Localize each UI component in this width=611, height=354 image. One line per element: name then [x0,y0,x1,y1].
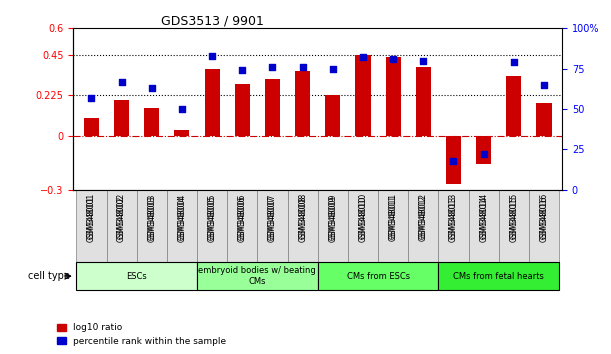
Text: CMs from fetal hearts: CMs from fetal hearts [453,272,544,281]
Point [87,95,97,101]
Text: embryoid bodies w/ beating
CMs: embryoid bodies w/ beating CMs [199,267,316,286]
Point [298,64,307,70]
FancyBboxPatch shape [288,189,318,262]
Text: GSM348008: GSM348008 [298,195,307,241]
FancyBboxPatch shape [439,189,469,262]
Text: GSM348001: GSM348001 [87,193,96,239]
Text: GSM348005: GSM348005 [208,195,217,242]
Point [448,158,458,163]
Text: GSM348007: GSM348007 [268,195,277,242]
Bar [446,136,461,184]
FancyBboxPatch shape [106,189,137,262]
Point [388,56,398,62]
Point [479,151,489,157]
Text: GSM348004: GSM348004 [177,195,186,242]
Bar [265,79,280,136]
Point [238,67,247,73]
Bar [235,84,250,136]
Text: GSM348010: GSM348010 [359,193,367,239]
Point [207,53,217,58]
Text: GSM348011: GSM348011 [389,193,398,239]
FancyBboxPatch shape [227,189,257,262]
Text: GSM348006: GSM348006 [238,195,247,242]
Text: GSM348003: GSM348003 [147,193,156,240]
Text: GSM348012: GSM348012 [419,193,428,239]
Bar [476,136,491,165]
Text: GSM348013: GSM348013 [449,193,458,239]
FancyBboxPatch shape [348,189,378,262]
FancyBboxPatch shape [378,189,408,262]
Bar [114,100,129,136]
FancyBboxPatch shape [197,189,227,262]
Text: GSM348004: GSM348004 [177,193,186,240]
Text: GSM348001: GSM348001 [87,195,96,241]
Bar [507,76,521,136]
Text: GSM348014: GSM348014 [479,195,488,241]
Text: GSM348009: GSM348009 [328,193,337,240]
FancyBboxPatch shape [499,189,529,262]
Text: GSM348009: GSM348009 [328,195,337,242]
FancyBboxPatch shape [137,189,167,262]
Text: ESCs: ESCs [126,272,147,281]
FancyBboxPatch shape [76,189,106,262]
Point [509,59,519,65]
Text: GDS3513 / 9901: GDS3513 / 9901 [161,14,264,27]
Point [328,66,338,72]
Bar [415,67,431,136]
Text: GSM348014: GSM348014 [479,193,488,239]
Text: GSM348010: GSM348010 [359,195,367,241]
Point [117,79,126,84]
Text: cell type: cell type [29,271,70,281]
Point [358,55,368,60]
Text: GSM348002: GSM348002 [117,195,126,241]
Text: GSM348015: GSM348015 [510,193,518,239]
Text: GSM348011: GSM348011 [389,195,398,241]
Text: GSM348006: GSM348006 [238,193,247,240]
Point [177,106,187,112]
Text: GSM348016: GSM348016 [540,195,549,241]
Bar [84,118,99,136]
Bar [205,69,220,136]
Bar [325,96,340,136]
Point [539,82,549,87]
Text: GSM348016: GSM348016 [540,193,549,239]
FancyBboxPatch shape [167,189,197,262]
Text: GSM348005: GSM348005 [208,193,217,240]
FancyBboxPatch shape [318,262,439,290]
Text: GSM348015: GSM348015 [510,195,518,241]
FancyBboxPatch shape [76,262,197,290]
Point [268,64,277,70]
Bar [295,71,310,136]
FancyBboxPatch shape [197,262,318,290]
Legend: log10 ratio, percentile rank within the sample: log10 ratio, percentile rank within the … [53,320,230,349]
Bar [536,103,552,136]
FancyBboxPatch shape [257,189,288,262]
Bar [144,108,159,136]
Bar [174,130,189,136]
FancyBboxPatch shape [318,189,348,262]
Text: CMs from ESCs: CMs from ESCs [346,272,409,281]
FancyBboxPatch shape [408,189,439,262]
Text: GSM348008: GSM348008 [298,193,307,239]
FancyBboxPatch shape [469,189,499,262]
Text: GSM348003: GSM348003 [147,195,156,242]
FancyBboxPatch shape [529,189,559,262]
FancyBboxPatch shape [439,262,559,290]
Bar [356,55,370,136]
Point [147,85,156,91]
Point [419,58,428,63]
Bar [386,57,401,136]
Text: GSM348007: GSM348007 [268,193,277,240]
Text: GSM348002: GSM348002 [117,193,126,239]
Text: GSM348012: GSM348012 [419,195,428,241]
Text: GSM348013: GSM348013 [449,195,458,241]
